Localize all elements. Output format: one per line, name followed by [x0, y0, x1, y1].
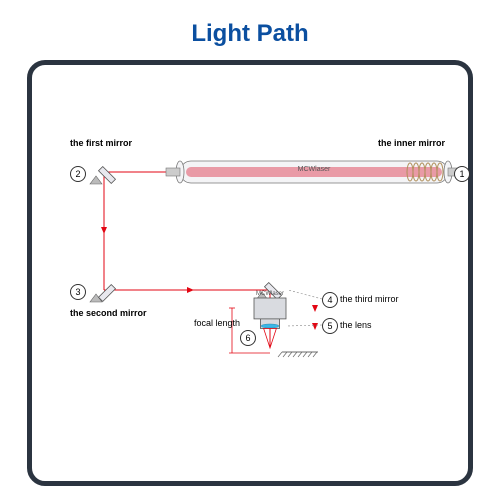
marker-3: 3	[70, 284, 86, 300]
label-inner-mirror: the inner mirror	[378, 138, 445, 148]
label-lens: the lens	[340, 320, 372, 330]
marker-5: 5	[322, 318, 338, 334]
marker-1: 1	[454, 166, 470, 182]
diagram-canvas: MCWlaser MCWlaser the inner mirror the fi…	[40, 130, 458, 385]
page-title: Light Path	[0, 0, 500, 56]
marker-6: 6	[240, 330, 256, 346]
marker-2: 2	[70, 166, 86, 182]
label-second-mirror: the second mirror	[70, 308, 147, 318]
label-third-mirror: the third mirror	[340, 294, 399, 304]
label-focal-length: focal length	[194, 318, 240, 328]
svg-text:MCWlaser: MCWlaser	[298, 166, 331, 173]
label-first-mirror: the first mirror	[70, 138, 132, 148]
marker-4: 4	[322, 292, 338, 308]
svg-text:MCWlaser: MCWlaser	[256, 291, 284, 297]
diagram-svg: MCWlaser MCWlaser	[40, 130, 458, 385]
